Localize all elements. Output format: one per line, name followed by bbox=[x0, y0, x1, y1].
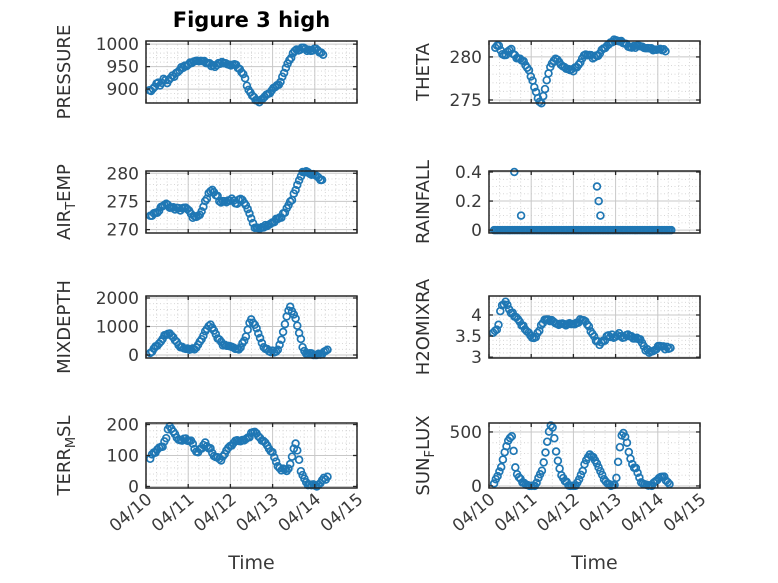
y-tick-label: 280 bbox=[450, 48, 482, 68]
y-tick-label: 0 bbox=[471, 221, 482, 241]
axes-frame bbox=[488, 40, 701, 104]
y-tick-label: 0 bbox=[128, 477, 139, 497]
grid bbox=[488, 171, 701, 233]
y-axis-label: PRESSURE bbox=[54, 25, 75, 120]
y-tick-label: 1000 bbox=[96, 35, 139, 55]
y-tick-label: 4 bbox=[471, 306, 482, 326]
y-tick-label: 950 bbox=[107, 58, 139, 78]
x-tick-label: 04/13 bbox=[575, 490, 625, 537]
x-tick-label: 04/11 bbox=[148, 490, 198, 537]
y-axis-label: H2OMIXRA bbox=[413, 278, 434, 375]
y-tick-label: 0.4 bbox=[455, 163, 482, 183]
data-points bbox=[491, 35, 670, 108]
data-points bbox=[145, 302, 332, 360]
tick-marks bbox=[488, 296, 701, 358]
axes-frame bbox=[488, 295, 701, 359]
x-tick-label: 04/14 bbox=[618, 490, 668, 537]
y-tick-label: 1000 bbox=[96, 318, 139, 338]
y-tick-label: 0 bbox=[128, 346, 139, 366]
y-tick-label: 275 bbox=[450, 91, 482, 111]
subplot-theta: 275 280 THETA bbox=[413, 35, 701, 111]
y-axis-label: AIRTEMP bbox=[54, 164, 79, 240]
x-tick-label: 04/12 bbox=[533, 490, 583, 537]
x-tick-label: 04/15 bbox=[317, 490, 367, 537]
subplot-mixdepth: 0 1000 2000 MIXDEPTH bbox=[54, 280, 358, 374]
y-axis-label: THETA bbox=[413, 42, 434, 102]
y-tick-label: 0 bbox=[471, 477, 482, 497]
subplot-sun-flux: 0500SUNFLUX04/1004/1104/1204/1304/1404/1… bbox=[413, 415, 710, 536]
axes-frame bbox=[145, 40, 358, 104]
y-tick-label: 275 bbox=[107, 192, 139, 212]
y-tick-label: 280 bbox=[107, 164, 139, 184]
data-points bbox=[488, 297, 675, 357]
axes-frame bbox=[488, 422, 701, 489]
tick-marks bbox=[145, 171, 358, 233]
subplot-air-temp: 270 275 280 AIRTEMP bbox=[54, 164, 358, 241]
y-tick-label: 3.5 bbox=[455, 327, 482, 347]
x-axis-label-right: Time bbox=[571, 552, 618, 574]
y-axis-label: MIXDEPTH bbox=[54, 280, 75, 374]
x-tick-label: 04/12 bbox=[190, 490, 240, 537]
tick-marks bbox=[488, 423, 701, 488]
subplot-h2omixra: 33.54 H2OMIXRA bbox=[413, 278, 701, 375]
y-axis-label: TERRMSL bbox=[54, 415, 79, 496]
y-tick-label: 200 bbox=[107, 416, 139, 436]
tick-marks bbox=[145, 41, 358, 103]
x-tick-label: 04/11 bbox=[491, 490, 541, 537]
x-tick-label: 04/13 bbox=[232, 490, 282, 537]
figure-title: Figure 3 high bbox=[172, 8, 331, 32]
data-points bbox=[489, 421, 674, 491]
y-axis-label: RAINFALL bbox=[413, 160, 434, 244]
y-tick-label: 2000 bbox=[96, 289, 139, 309]
subplot-rainfall: 0 0.2 0.4 RAINFALL bbox=[413, 160, 701, 244]
subplot-terr-msl: 0100200TERRMSL04/1004/1104/1204/1304/140… bbox=[54, 415, 367, 536]
y-tick-label: 900 bbox=[107, 80, 139, 100]
x-axis-label-left: Time bbox=[228, 552, 275, 574]
y-tick-label: 3 bbox=[471, 348, 482, 368]
x-tick-label: 04/14 bbox=[275, 490, 325, 537]
axes-frame bbox=[488, 170, 701, 234]
y-tick-label: 0.2 bbox=[455, 192, 482, 212]
y-tick-label: 100 bbox=[107, 447, 139, 467]
data-points bbox=[145, 43, 328, 107]
tick-marks bbox=[145, 296, 358, 358]
tick-marks bbox=[488, 171, 701, 233]
y-tick-label: 500 bbox=[450, 423, 482, 443]
x-tick-label: 04/15 bbox=[660, 490, 710, 537]
tick-marks bbox=[488, 41, 701, 103]
data-points bbox=[145, 422, 332, 491]
data-points bbox=[145, 167, 327, 233]
y-axis-label: SUNFLUX bbox=[413, 415, 438, 495]
tick-marks bbox=[145, 423, 358, 488]
y-tick-label: 270 bbox=[107, 221, 139, 241]
